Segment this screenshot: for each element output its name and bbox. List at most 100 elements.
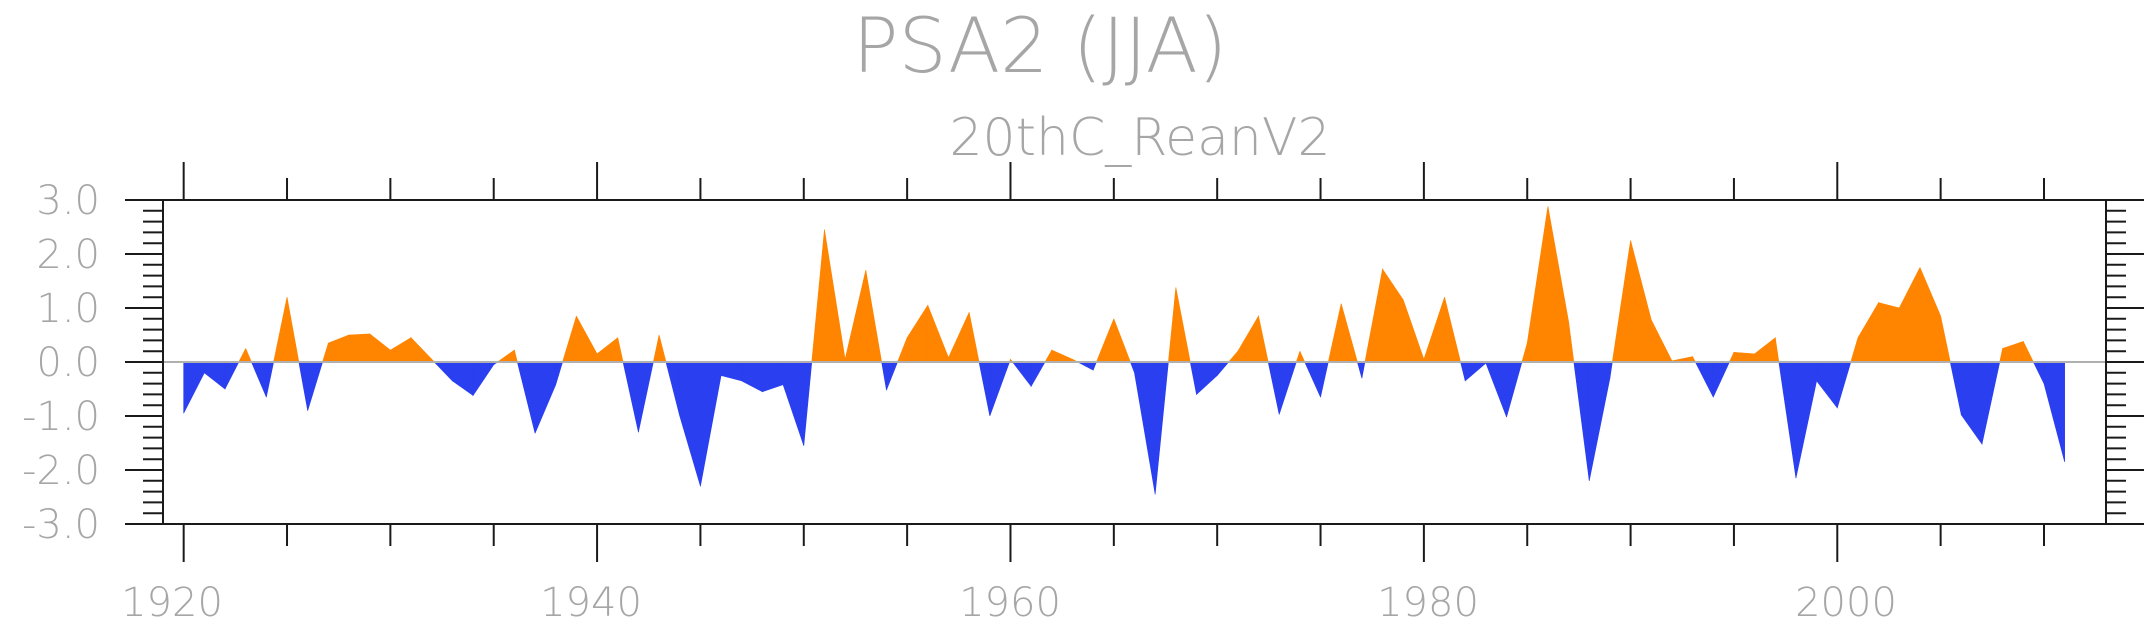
negative-anomaly-fill xyxy=(534,361,557,434)
positive-anomaly-fill xyxy=(927,305,949,363)
negative-anomaly-fill xyxy=(679,361,701,487)
positive-anomaly-fill xyxy=(1650,319,1673,363)
positive-anomaly-fill xyxy=(1168,287,1177,363)
negative-anomaly-fill xyxy=(1030,361,1046,388)
positive-anomaly-fill xyxy=(1850,337,1859,363)
positive-anomaly-fill xyxy=(348,333,371,363)
negative-anomaly-fill xyxy=(307,361,323,411)
positive-anomaly-fill xyxy=(496,349,515,363)
positive-anomaly-fill xyxy=(1521,343,1528,363)
negative-anomaly-fill xyxy=(1694,361,1714,398)
negative-anomaly-fill xyxy=(516,361,536,434)
positive-anomaly-fill xyxy=(2002,341,2024,363)
positive-anomaly-fill xyxy=(1340,303,1358,363)
positive-anomaly-fill xyxy=(1051,349,1073,363)
negative-anomaly-fill xyxy=(2032,361,2045,384)
positive-anomaly-fill xyxy=(1999,348,2003,363)
y-tick-labels: 3.0 2.0 1.0 0.0 -1.0 -2.0 -3.0 xyxy=(22,178,100,548)
positive-anomaly-fill xyxy=(245,348,252,363)
negative-anomaly-fill xyxy=(1304,361,1321,398)
y-tick-label: 3.0 xyxy=(36,178,100,224)
negative-anomaly-fill xyxy=(224,361,240,390)
negative-anomaly-fill xyxy=(665,361,681,417)
axis-ticks xyxy=(125,162,2144,562)
negative-anomaly-fill xyxy=(1278,361,1297,415)
chart-title: PSA2 (JJA) xyxy=(853,1,1228,90)
positive-anomaly-fill xyxy=(1754,337,1776,363)
y-tick-label: 2.0 xyxy=(36,232,100,278)
x-tick-labels: 1920 1940 1960 1980 2000 xyxy=(121,580,1897,624)
positive-anomaly-fill xyxy=(1728,352,1735,363)
positive-anomaly-fill xyxy=(1423,297,1445,363)
y-tick-label: -2.0 xyxy=(22,448,100,494)
x-tick-label: 2000 xyxy=(1795,580,1897,624)
positive-anomaly-fill xyxy=(1295,351,1301,363)
negative-anomaly-fill xyxy=(782,361,805,446)
negative-anomaly-fill xyxy=(1961,361,1983,446)
positive-anomaly-fill xyxy=(322,343,329,363)
negative-anomaly-fill xyxy=(1778,361,1797,479)
positive-anomaly-fill xyxy=(1857,301,1879,363)
negative-anomaly-fill xyxy=(1356,361,1363,379)
negative-anomaly-fill xyxy=(183,361,205,414)
negative-anomaly-fill xyxy=(1189,361,1197,395)
negative-anomaly-fill xyxy=(720,361,743,382)
negative-anomaly-fill xyxy=(555,361,563,385)
positive-anomaly-fill xyxy=(1630,240,1652,363)
negative-anomaly-fill xyxy=(1573,361,1590,481)
positive-anomaly-fill xyxy=(652,334,660,363)
negative-anomaly-fill xyxy=(1588,361,1611,481)
positive-anomaly-fill xyxy=(1402,299,1425,363)
negative-anomaly-fill xyxy=(433,361,453,382)
negative-anomaly-fill xyxy=(1077,361,1094,371)
y-tick-label: -1.0 xyxy=(22,394,100,440)
negative-anomaly-fill xyxy=(1981,361,2001,445)
negative-anomaly-fill xyxy=(1092,361,1097,371)
negative-anomaly-fill xyxy=(1485,361,1507,418)
y-tick-label: -3.0 xyxy=(22,502,100,548)
positive-anomaly-fill xyxy=(1547,206,1569,363)
negative-anomaly-fill xyxy=(762,361,784,393)
negative-anomaly-fill xyxy=(1460,361,1466,381)
positive-anomaly-fill xyxy=(1919,267,1941,363)
positive-anomaly-fill xyxy=(1237,314,1259,363)
positive-anomaly-fill xyxy=(1526,206,1549,363)
positive-anomaly-fill xyxy=(968,312,980,363)
positive-anomaly-fill xyxy=(286,297,300,363)
positive-anomaly-fill xyxy=(897,337,908,363)
negative-anomaly-fill xyxy=(1361,361,1366,379)
negative-anomaly-fill xyxy=(1011,361,1032,388)
positive-anomaly-fill xyxy=(1568,321,1575,363)
positive-anomaly-fill xyxy=(328,334,350,363)
negative-anomaly-fill xyxy=(298,361,308,411)
negative-anomaly-fill xyxy=(1129,361,1135,373)
negative-anomaly-fill xyxy=(1464,361,1487,382)
negative-anomaly-fill xyxy=(978,361,991,417)
positive-anomaly-fill xyxy=(844,270,867,363)
negative-anomaly-fill xyxy=(2043,361,2065,462)
positive-anomaly-fill xyxy=(514,350,518,363)
positive-anomaly-fill xyxy=(1611,240,1631,363)
positive-anomaly-fill xyxy=(1733,351,1755,363)
positive-anomaly-fill xyxy=(1299,351,1306,363)
positive-anomaly-fill xyxy=(1382,268,1404,363)
positive-anomaly-fill xyxy=(617,337,624,363)
negative-anomaly-fill xyxy=(1836,361,1852,408)
negative-anomaly-fill xyxy=(1609,361,1613,379)
positive-anomaly-fill xyxy=(238,348,246,363)
negative-anomaly-fill xyxy=(472,361,495,397)
positive-anomaly-fill xyxy=(1044,348,1053,363)
negative-anomaly-fill xyxy=(638,361,654,433)
y-tick-label: 0.0 xyxy=(36,340,100,386)
negative-anomaly-fill xyxy=(1267,361,1280,415)
positive-anomaly-fill xyxy=(1113,318,1131,363)
negative-anomaly-fill xyxy=(1216,361,1230,377)
negative-anomaly-fill xyxy=(989,361,1010,417)
positive-anomaly-fill xyxy=(1175,287,1191,363)
negative-anomaly-fill xyxy=(886,361,898,391)
positive-anomaly-fill xyxy=(596,337,619,363)
positive-anomaly-fill xyxy=(576,315,598,363)
positive-anomaly-fill xyxy=(824,229,846,363)
positive-anomaly-fill xyxy=(1327,303,1342,363)
positive-anomaly-fill xyxy=(390,337,412,363)
